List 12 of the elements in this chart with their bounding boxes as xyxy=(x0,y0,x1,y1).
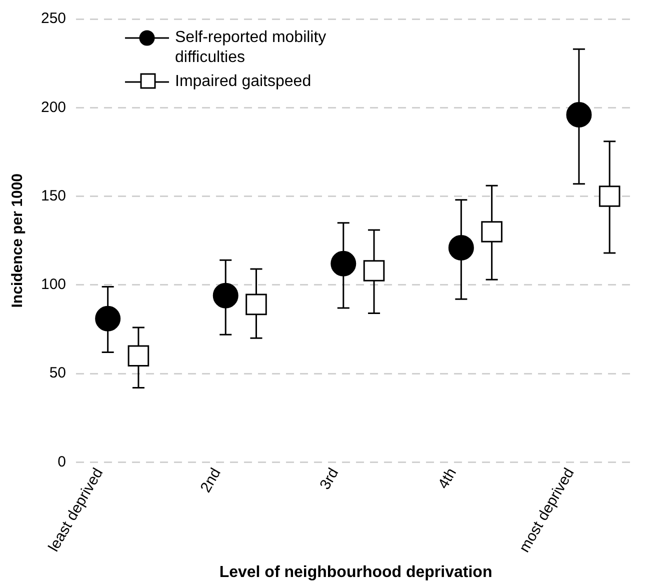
legend-label: Self-reported mobility difficulties xyxy=(175,28,328,68)
legend-label: Impaired gaitspeed xyxy=(175,72,312,92)
x-axis-title: Level of neighbourhood deprivation xyxy=(219,564,492,581)
y-tick-label: 250 xyxy=(40,10,66,28)
y-tick-label: 150 xyxy=(40,187,66,204)
y-tick-label: 50 xyxy=(49,364,66,382)
x-tick-label: 4th xyxy=(434,465,460,492)
y-tick-label: 100 xyxy=(40,276,66,294)
y-axis-title: Incidence per 1000 xyxy=(9,173,26,308)
y-tick-label: 0 xyxy=(58,453,66,470)
y-tick-label: 200 xyxy=(40,98,66,116)
x-tick-label: 3rd xyxy=(316,465,342,493)
